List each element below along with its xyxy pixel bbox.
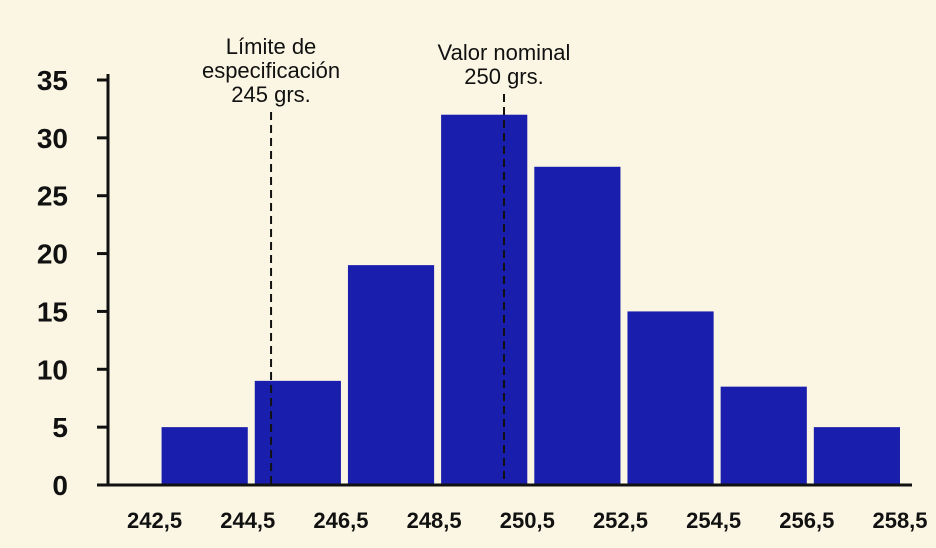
x-tick-label-2: 246,5 [313,508,368,533]
x-tick-label-7: 256,5 [779,508,834,533]
bars-layer [161,114,900,486]
histogram-bar-4 [534,166,621,486]
histogram-bar-7 [813,427,900,485]
y-tick-label-7: 35 [37,65,68,96]
x-tick-label-4: 250,5 [500,508,555,533]
x-tick-label-1: 244,5 [220,508,275,533]
histogram-bar-1 [254,380,341,485]
histogram-bar-2 [347,265,435,485]
reference-line-0-label-2: 245 grs. [231,82,311,107]
axis-layer: 0 5 10 15 20 25 30 35 242,5 244,5 246,5 248,5 250,5 2… [37,65,928,533]
x-tick-label-3: 248,5 [407,508,462,533]
x-tick-label-5: 252,5 [593,508,648,533]
histogram-bar-3 [441,114,528,485]
reference-line-1-label-1: 250 grs. [464,64,544,89]
reference-line-1-label-0: Valor nominal [438,40,571,65]
y-tick-label-4: 20 [37,239,68,270]
reference-line-0-label-1: especificación [202,58,340,83]
histogram-bar-6 [720,386,807,485]
y-tick-label-0: 0 [52,470,68,501]
reference-line-0-label-0: Límite de [226,34,317,59]
y-tick-label-6: 30 [37,123,68,154]
y-tick-label-3: 15 [37,296,68,327]
x-tick-label-8: 258,5 [872,508,927,533]
histogram-bar-0 [161,427,248,485]
x-tick-label-0: 242,5 [127,508,182,533]
y-tick-label-1: 5 [52,412,68,443]
y-tick-label-5: 25 [37,181,68,212]
histogram-bar-5 [627,311,714,485]
x-tick-label-6: 254,5 [686,508,741,533]
y-tick-label-2: 10 [37,354,68,385]
